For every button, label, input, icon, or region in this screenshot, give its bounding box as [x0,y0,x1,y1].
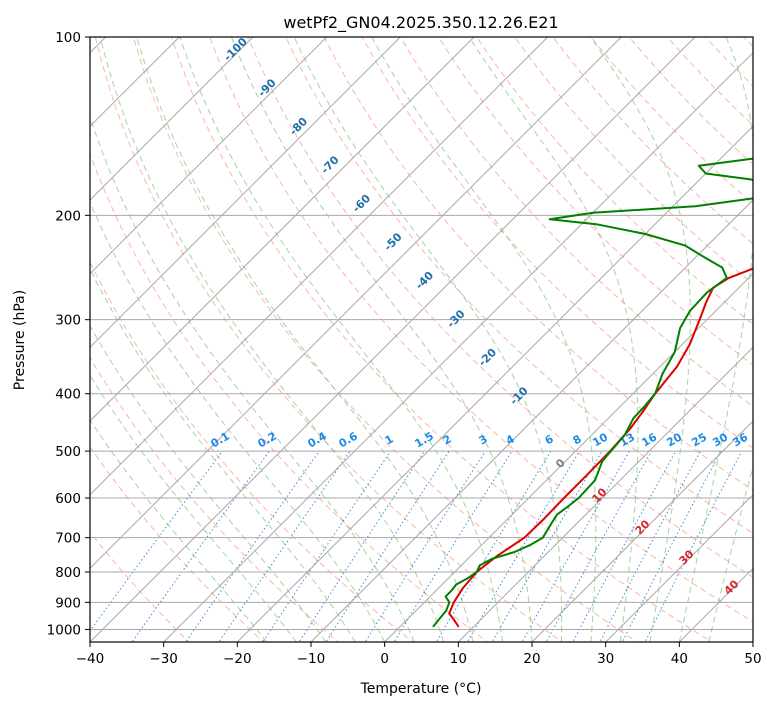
x-tick-label: 40 [671,651,688,667]
x-tick-label: −40 [76,651,105,667]
x-axis-label: Temperature (°C) [360,681,482,697]
x-tick-label: 20 [523,651,540,667]
x-tick-label: −20 [223,651,252,667]
y-tick-label: 300 [55,313,81,329]
chart-title: wetPf2_GN04.2025.350.12.26.E21 [283,13,558,33]
x-tick-label: 10 [450,651,467,667]
y-tick-label: 900 [55,595,81,611]
y-tick-label: 500 [55,444,81,460]
x-tick-label: 30 [597,651,614,667]
y-tick-label: 600 [55,491,81,507]
x-tick-label: −30 [149,651,178,667]
y-tick-label: 200 [55,208,81,224]
x-tick-label: −10 [297,651,326,667]
y-tick-label: 400 [55,387,81,403]
x-tick-label: 0 [380,651,389,667]
y-tick-label: 700 [55,531,81,547]
y-axis-label: Pressure (hPa) [12,290,28,390]
x-tick-label: 50 [744,651,761,667]
y-tick-label: 1000 [47,622,81,638]
y-tick-label: 100 [55,30,81,46]
y-tick-label: 800 [55,565,81,581]
